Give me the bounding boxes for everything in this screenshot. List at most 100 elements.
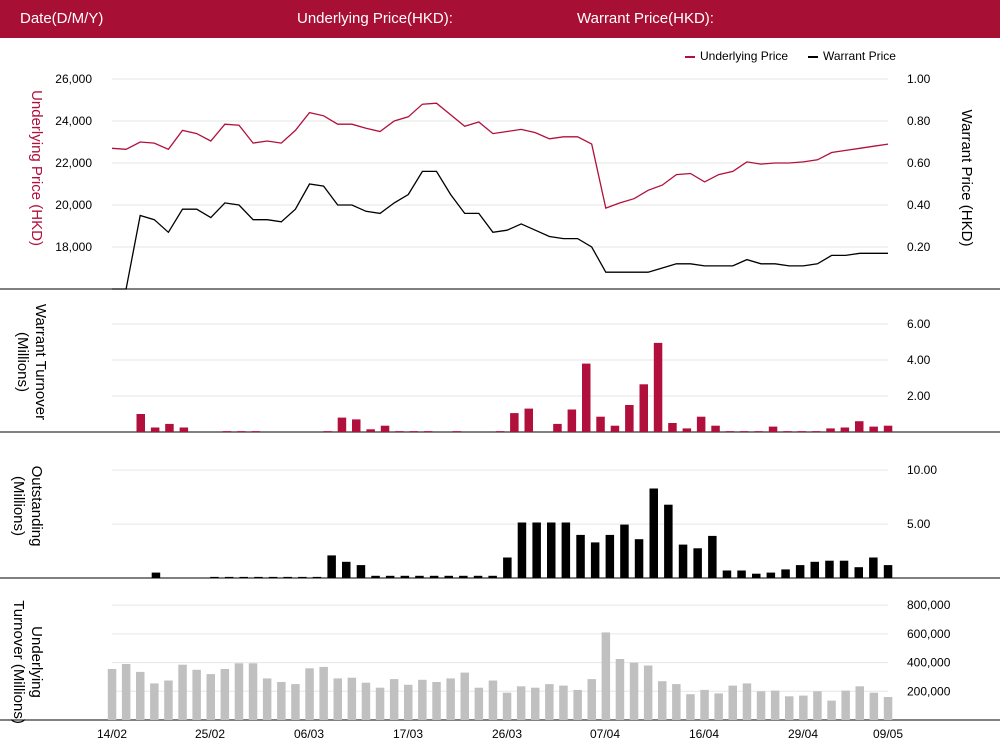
bar xyxy=(107,669,117,720)
bar xyxy=(136,414,145,432)
bar xyxy=(728,685,737,720)
y-tick-label: 800,000 xyxy=(907,598,951,612)
bar xyxy=(545,684,554,720)
bar xyxy=(826,428,835,432)
y-tick-label-left: 18,000 xyxy=(55,240,92,254)
bar xyxy=(869,557,878,578)
bar xyxy=(883,425,893,432)
legend-label-underlying: Underlying Price xyxy=(700,49,788,63)
bar xyxy=(625,405,634,432)
bar xyxy=(254,576,263,578)
bar xyxy=(664,504,673,578)
bar xyxy=(841,690,850,720)
legend-label-warrant: Warrant Price xyxy=(823,49,896,63)
bar xyxy=(696,416,706,432)
x-tick-label: 07/04 xyxy=(590,727,620,741)
bar xyxy=(165,423,174,432)
y-axis-label-line: (Millions) xyxy=(14,332,31,392)
bar xyxy=(601,632,611,720)
y-tick-label: 10.00 xyxy=(907,463,937,477)
bar xyxy=(587,679,596,720)
bar xyxy=(869,426,878,432)
bar xyxy=(319,666,328,720)
bar xyxy=(239,576,248,578)
bar xyxy=(488,680,498,720)
y-tick-label: 6.00 xyxy=(907,317,931,331)
bar xyxy=(643,665,653,720)
bar xyxy=(576,534,585,578)
bar xyxy=(553,423,562,432)
bar xyxy=(452,431,462,432)
bar xyxy=(840,427,850,432)
bar xyxy=(799,695,808,720)
y-axis-label-line: Turnover (Millions) xyxy=(10,600,27,724)
bar xyxy=(323,431,332,432)
bar xyxy=(678,544,688,578)
bar xyxy=(415,575,424,578)
bar xyxy=(409,431,418,432)
bar xyxy=(639,384,648,432)
bar xyxy=(883,565,893,578)
bar xyxy=(389,679,399,720)
bar xyxy=(333,678,342,720)
bar xyxy=(220,669,230,720)
y-tick-label-left: 26,000 xyxy=(55,72,92,86)
x-tick-label: 25/02 xyxy=(195,727,225,741)
bar xyxy=(781,569,790,578)
bar xyxy=(237,431,246,432)
bar xyxy=(179,427,189,432)
bar xyxy=(854,567,863,578)
bar xyxy=(559,685,568,720)
y-tick-label: 600,000 xyxy=(907,627,951,641)
bar xyxy=(620,524,629,578)
y-tick-label: 4.00 xyxy=(907,353,931,367)
bar xyxy=(561,522,571,578)
y-tick-label-right: 0.20 xyxy=(907,240,931,254)
bar xyxy=(222,431,232,432)
x-tick-label: 26/03 xyxy=(492,727,522,741)
bar xyxy=(516,686,526,720)
bar xyxy=(615,659,625,720)
bar xyxy=(474,687,484,720)
x-tick-label: 29/04 xyxy=(788,727,818,741)
y-axis-label: UnderlyingTurnover (Millions) xyxy=(10,600,45,724)
bar xyxy=(756,691,766,720)
bar xyxy=(150,683,159,720)
bar xyxy=(224,576,234,578)
bar xyxy=(722,570,732,578)
bar xyxy=(596,416,605,432)
bar xyxy=(693,548,702,578)
bar xyxy=(192,669,201,720)
bar xyxy=(770,690,780,720)
bar xyxy=(380,425,390,432)
bar xyxy=(825,560,834,578)
bar xyxy=(446,678,455,720)
bar xyxy=(813,691,822,720)
bar xyxy=(283,576,292,578)
y-tick-label-right: 1.00 xyxy=(907,72,931,86)
bar xyxy=(385,575,395,578)
bar xyxy=(649,488,658,578)
warrant-price-label: Warrant Price(HKD): xyxy=(577,10,714,27)
y-tick-label-right: 0.40 xyxy=(907,198,931,212)
bar xyxy=(855,421,864,432)
bar xyxy=(234,663,244,720)
y-tick-label-left: 22,000 xyxy=(55,156,92,170)
bar xyxy=(883,697,893,720)
bar xyxy=(298,576,307,578)
x-tick-label: 17/03 xyxy=(393,727,423,741)
bar xyxy=(251,431,260,432)
bar xyxy=(418,679,427,720)
bar xyxy=(210,576,219,578)
bar xyxy=(206,674,215,720)
y-tick-label-left: 20,000 xyxy=(55,198,92,212)
bar xyxy=(672,684,681,720)
y-tick-label-left: 24,000 xyxy=(55,114,92,128)
bar xyxy=(352,419,361,432)
x-tick-label: 06/03 xyxy=(294,727,324,741)
bar xyxy=(768,426,778,432)
y-axis-label-line: Outstanding xyxy=(28,466,45,547)
bar xyxy=(361,682,371,720)
bar xyxy=(460,672,469,720)
